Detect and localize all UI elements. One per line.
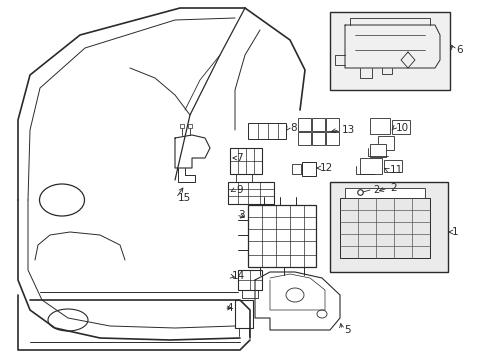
Bar xyxy=(311,118,325,131)
Text: 4: 4 xyxy=(225,303,232,313)
Bar xyxy=(339,198,429,258)
Bar xyxy=(345,188,424,198)
Text: 6: 6 xyxy=(455,45,462,55)
Text: 2: 2 xyxy=(372,185,379,195)
Bar xyxy=(238,270,262,290)
Text: 3: 3 xyxy=(238,210,244,220)
Text: 11: 11 xyxy=(389,165,403,175)
Text: 7: 7 xyxy=(236,153,242,163)
Bar xyxy=(247,205,315,267)
Text: 14: 14 xyxy=(231,271,245,281)
Bar xyxy=(235,300,252,328)
Text: 5: 5 xyxy=(343,325,350,335)
Bar xyxy=(227,182,273,204)
Bar xyxy=(325,118,338,131)
Bar xyxy=(291,164,301,174)
Text: 12: 12 xyxy=(319,163,332,173)
Bar xyxy=(329,182,447,272)
Text: 2: 2 xyxy=(389,183,396,193)
Bar xyxy=(297,132,310,145)
Bar xyxy=(369,118,389,134)
Text: 9: 9 xyxy=(236,185,242,195)
Bar xyxy=(229,148,262,174)
Bar xyxy=(297,118,310,131)
Bar xyxy=(377,136,393,150)
Bar xyxy=(369,144,385,157)
Bar xyxy=(359,158,381,174)
Bar xyxy=(302,162,315,176)
Text: 15: 15 xyxy=(178,193,191,203)
Text: 8: 8 xyxy=(289,123,296,133)
Bar xyxy=(325,132,338,145)
Text: 13: 13 xyxy=(341,125,354,135)
Bar xyxy=(329,12,449,90)
Bar xyxy=(247,123,285,139)
Text: 10: 10 xyxy=(395,123,408,133)
Text: 1: 1 xyxy=(451,227,458,237)
Bar xyxy=(311,132,325,145)
Bar xyxy=(391,120,409,134)
Bar xyxy=(383,160,401,172)
